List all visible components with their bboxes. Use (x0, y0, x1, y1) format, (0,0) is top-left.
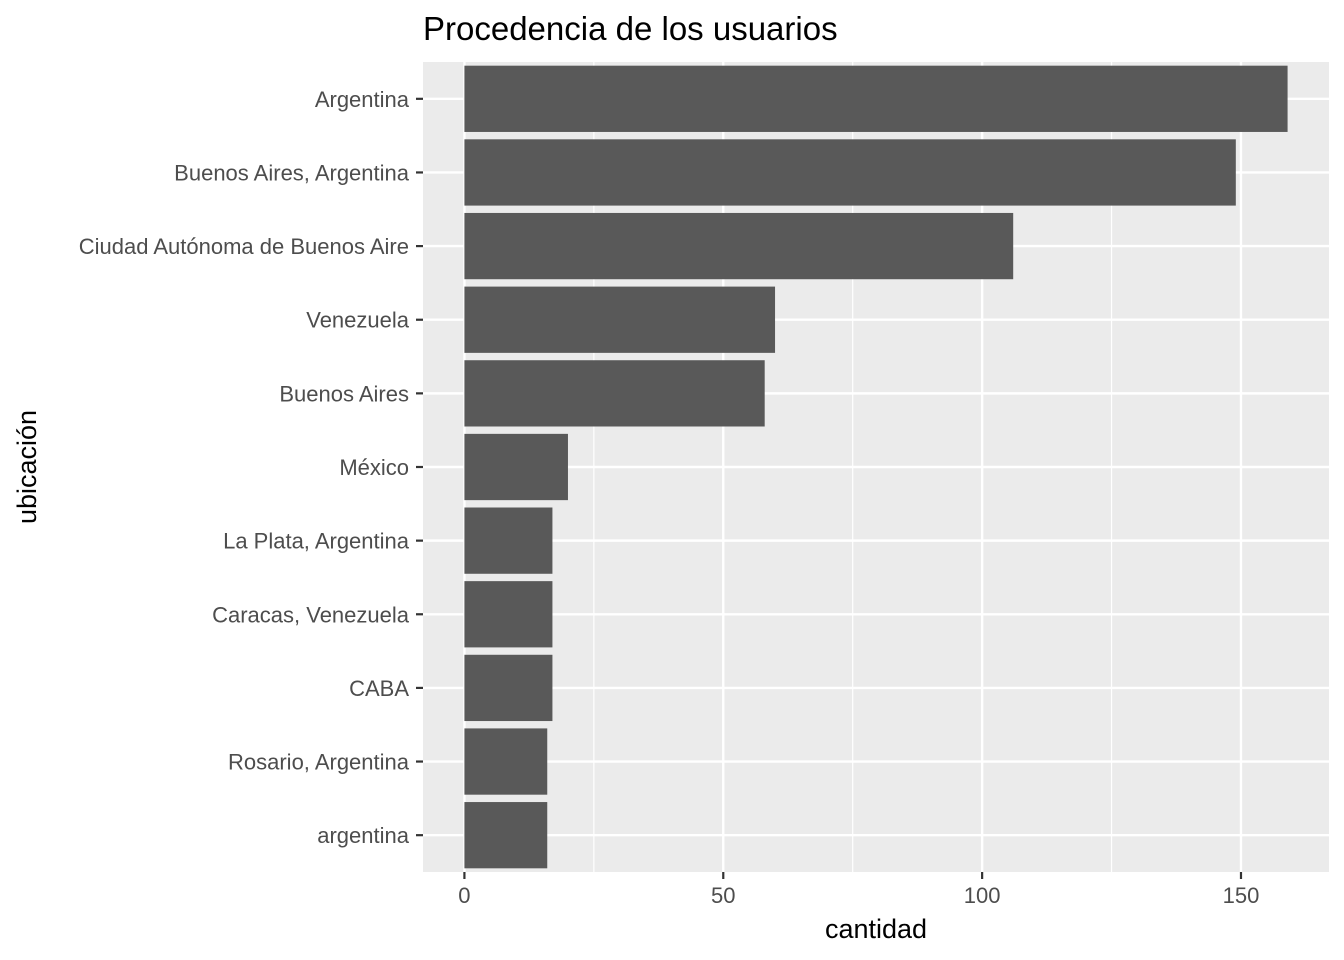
y-tick-label: CABA (349, 676, 409, 701)
y-tick-label: Caracas, Venezuela (212, 602, 410, 627)
y-tick-label: Argentina (315, 87, 410, 112)
y-tick-label: Buenos Aires, Argentina (174, 160, 410, 185)
bar (464, 212, 1014, 280)
x-axis: 0 50 100 150 (458, 872, 1259, 908)
x-axis-title: cantidad (825, 914, 927, 944)
y-tick-label: argentina (317, 823, 410, 848)
bar (464, 433, 568, 501)
x-tick-label: 0 (458, 883, 470, 908)
bar (464, 507, 553, 574)
y-tick-label: La Plata, Argentina (223, 529, 410, 554)
y-tick-label: Rosario, Argentina (228, 750, 410, 775)
y-axis: Argentina Buenos Aires, Argentina Ciudad A… (79, 87, 423, 848)
bar (464, 65, 1288, 132)
y-tick-label: Buenos Aires (279, 381, 409, 406)
chart-title: Procedencia de los usuarios (423, 10, 838, 47)
bar (464, 360, 765, 427)
y-tick-label: México (339, 455, 409, 480)
bar (464, 728, 548, 795)
bars (464, 65, 1288, 869)
bar (464, 802, 548, 869)
bar (464, 286, 776, 353)
bar (464, 581, 553, 648)
x-tick-label: 100 (964, 883, 1001, 908)
y-tick-label: Venezuela (306, 308, 410, 333)
x-tick-label: 150 (1223, 883, 1260, 908)
bar (464, 654, 553, 722)
x-tick-label: 50 (711, 883, 735, 908)
y-axis-title: ubicación (12, 410, 42, 524)
y-tick-label: Ciudad Autónoma de Buenos Aire (79, 234, 409, 259)
bar (464, 139, 1236, 206)
